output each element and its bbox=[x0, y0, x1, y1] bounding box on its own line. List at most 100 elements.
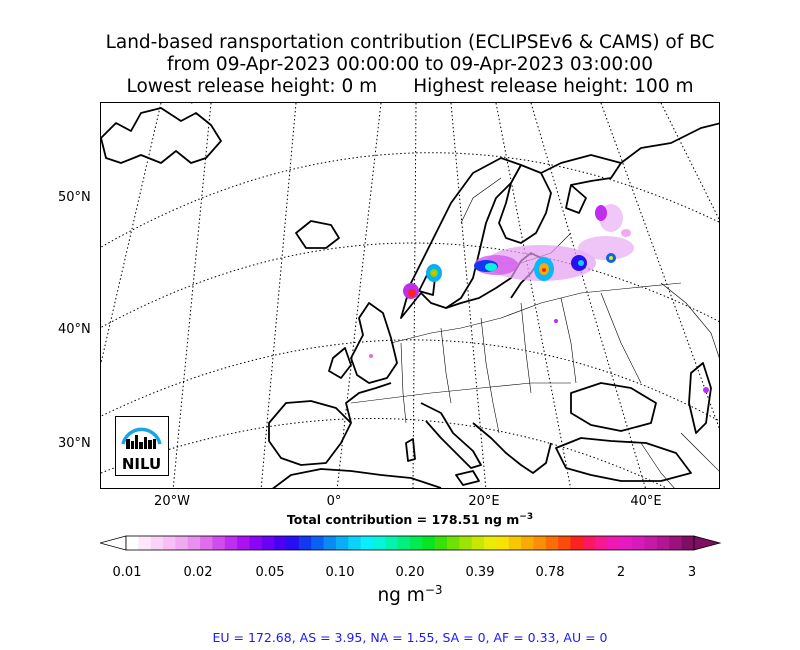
total-contribution: Total contribution = 178.51 ng m−3 bbox=[0, 512, 800, 527]
colorbar-tick-label: 0.78 bbox=[535, 565, 565, 580]
colorbar-segment bbox=[595, 536, 609, 550]
lat-label-30n: 30°N bbox=[58, 436, 91, 451]
colorbar-segment bbox=[175, 536, 189, 550]
meridian-30w bbox=[101, 103, 162, 364]
colorbar-segment bbox=[126, 536, 139, 550]
ireland-coast bbox=[328, 347, 352, 379]
meridian-40e bbox=[530, 103, 646, 488]
plume-denmark-core bbox=[408, 289, 416, 297]
parallel-60n bbox=[101, 152, 719, 248]
plume-baltic-spot-core bbox=[485, 263, 497, 271]
colorbar-segment bbox=[582, 536, 596, 550]
colorbar-segment bbox=[286, 536, 300, 550]
colorbar-tick-label: 3 bbox=[687, 565, 697, 580]
lon-label-0: 0° bbox=[326, 494, 342, 509]
meridian-0 bbox=[336, 103, 382, 488]
colorbar-tick-label: 2 bbox=[616, 565, 626, 580]
plume-east-spot-core bbox=[609, 256, 613, 260]
plume-scattered-2 bbox=[554, 319, 558, 323]
total-unit-exponent: −3 bbox=[519, 512, 534, 522]
iberia-coast bbox=[268, 400, 352, 466]
colorbar-segment bbox=[360, 536, 374, 550]
lon-label-20e: 20°E bbox=[468, 494, 500, 509]
total-contribution-text: Total contribution = 178.51 ng m bbox=[286, 512, 520, 528]
meridian-20e bbox=[450, 103, 487, 488]
plume-scattered-1 bbox=[369, 354, 373, 358]
colorbar-segment bbox=[397, 536, 411, 550]
meridian-20w bbox=[172, 103, 212, 488]
colorbar-border bbox=[125, 535, 695, 551]
meridian-10e bbox=[412, 103, 417, 488]
colorbar-segment bbox=[163, 536, 176, 550]
country-borders bbox=[350, 177, 719, 488]
colorbar-segment bbox=[669, 536, 683, 550]
colorbar-segment bbox=[410, 536, 423, 550]
colorbar-tick-label: 0.39 bbox=[465, 565, 495, 580]
colorbar bbox=[100, 535, 722, 551]
colorbar-segment bbox=[212, 536, 226, 550]
nilu-logo-text: NILU bbox=[122, 455, 161, 473]
colorbar-tick-label: 0.02 bbox=[183, 565, 213, 580]
colorbar-segment bbox=[298, 536, 312, 550]
colorbar-segment bbox=[447, 536, 460, 550]
colorbar-tick-label: 0.10 bbox=[325, 565, 355, 580]
colorbar-tick-label: 0.05 bbox=[255, 565, 285, 580]
colorbar-segment bbox=[644, 536, 658, 550]
colorbar-segment bbox=[570, 536, 584, 550]
france-coast bbox=[345, 382, 392, 424]
colorbar-segment bbox=[632, 536, 646, 550]
colorbar-segment bbox=[372, 536, 386, 550]
colorbar-segment bbox=[237, 536, 250, 550]
greenland-coast bbox=[101, 107, 222, 164]
colorbar-segment bbox=[385, 536, 399, 550]
colorbar-segment bbox=[224, 536, 238, 550]
parallel-50n bbox=[101, 242, 719, 329]
white-sea bbox=[565, 184, 587, 214]
lat-label-50n: 50°N bbox=[58, 190, 91, 205]
colorbar-segment bbox=[496, 536, 510, 550]
plume-scattered-3 bbox=[621, 229, 631, 237]
colorbar-segment bbox=[274, 536, 288, 550]
colorbar-segment bbox=[138, 536, 152, 550]
plume-russia-edge-core bbox=[578, 260, 584, 266]
parallel-40n bbox=[101, 339, 719, 422]
kola-coast bbox=[540, 154, 622, 186]
colorbar-tick-label: 0.20 bbox=[395, 565, 425, 580]
colorbar-segment bbox=[619, 536, 633, 550]
iceland-coast bbox=[295, 220, 340, 249]
concentration-plume bbox=[369, 204, 709, 393]
caspian-sea bbox=[688, 362, 712, 434]
plume-sweden-center bbox=[432, 271, 436, 275]
colorbar-segment bbox=[348, 536, 362, 550]
colorbar-segment bbox=[150, 536, 164, 550]
colorbar-segment bbox=[656, 536, 670, 550]
nilu-logo-graphic: NILU bbox=[121, 427, 162, 473]
colorbar-segment bbox=[335, 536, 349, 550]
sardinia bbox=[405, 438, 416, 462]
meridian-60e bbox=[660, 103, 719, 221]
colorbar-segment bbox=[607, 536, 621, 550]
turkey-coast bbox=[555, 437, 692, 482]
colorbar-segment bbox=[311, 536, 325, 550]
colorbar-segment bbox=[484, 536, 497, 550]
colorbar-segment bbox=[187, 536, 201, 550]
colorbar-segment bbox=[681, 536, 695, 550]
colorbar-segment bbox=[249, 536, 263, 550]
colorbar-units: ng m−3 bbox=[0, 583, 800, 606]
balkans-coast bbox=[472, 422, 552, 474]
colorbar-segment bbox=[434, 536, 448, 550]
highest-release-height: Highest release height: 100 m bbox=[413, 76, 694, 97]
colorbar-segment bbox=[545, 536, 559, 550]
meridian-50e bbox=[600, 103, 719, 429]
plume-ne-spot bbox=[595, 205, 607, 221]
colorbar-segment bbox=[200, 536, 213, 550]
meridian-10w bbox=[260, 103, 297, 488]
british-isles bbox=[350, 302, 398, 384]
arctic-coast-east bbox=[620, 122, 719, 164]
colorbar-under-triangle bbox=[100, 535, 127, 551]
colorbar-segment bbox=[533, 536, 547, 550]
colorbar-tick-label: 0.01 bbox=[112, 565, 142, 580]
north-africa-coast bbox=[272, 468, 442, 488]
black-sea bbox=[570, 382, 657, 432]
italy-coast bbox=[420, 402, 482, 469]
